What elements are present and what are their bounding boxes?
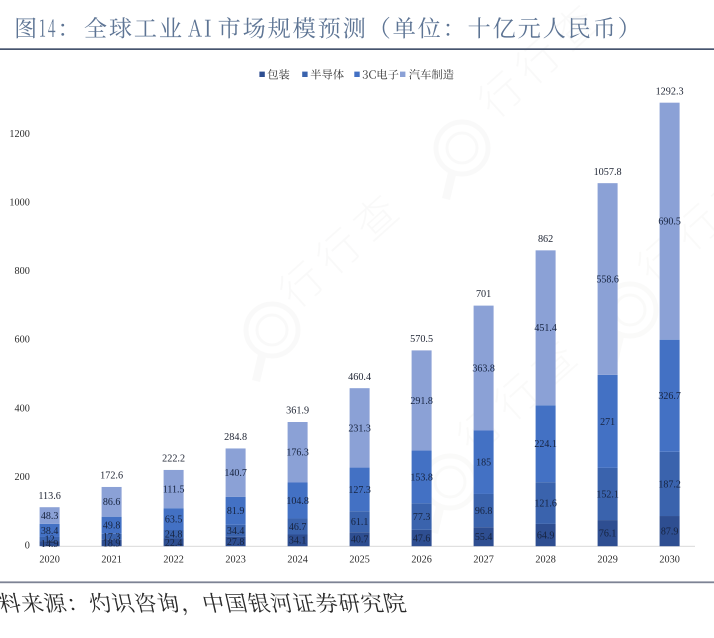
svg-text:47.6: 47.6 — [413, 533, 431, 544]
svg-text:172.6: 172.6 — [100, 471, 123, 482]
svg-text:570.5: 570.5 — [410, 334, 433, 345]
svg-text:400: 400 — [15, 403, 30, 414]
svg-text:222.2: 222.2 — [162, 454, 185, 465]
svg-text:291.8: 291.8 — [410, 396, 433, 407]
svg-text:231.3: 231.3 — [348, 423, 371, 434]
svg-text:113.6: 113.6 — [38, 491, 61, 502]
svg-text:2025: 2025 — [349, 555, 369, 566]
svg-text:81.9: 81.9 — [227, 506, 245, 517]
svg-text:1057.8: 1057.8 — [594, 167, 622, 178]
svg-text:34.1: 34.1 — [289, 536, 307, 547]
svg-text:18.9: 18.9 — [103, 538, 121, 549]
svg-text:690.5: 690.5 — [658, 217, 681, 228]
svg-text:2029: 2029 — [597, 555, 617, 566]
svg-text:34.4: 34.4 — [227, 526, 245, 537]
svg-text:38.4: 38.4 — [41, 526, 59, 537]
svg-text:558.6: 558.6 — [596, 274, 619, 285]
svg-text:111.5: 111.5 — [163, 485, 185, 496]
svg-text:49.8: 49.8 — [103, 521, 121, 532]
svg-text:451.4: 451.4 — [534, 323, 557, 334]
svg-text:2030: 2030 — [659, 555, 679, 566]
svg-text:127.3: 127.3 — [348, 485, 371, 496]
svg-text:2023: 2023 — [225, 555, 245, 566]
svg-text:22.4: 22.4 — [165, 538, 183, 549]
svg-text:17.3: 17.3 — [103, 532, 121, 543]
svg-text:2024: 2024 — [287, 555, 307, 566]
svg-text:27.8: 27.8 — [227, 537, 245, 548]
svg-text:185: 185 — [476, 458, 491, 469]
svg-text:600: 600 — [15, 335, 30, 346]
svg-text:64.9: 64.9 — [537, 531, 555, 542]
svg-text:121.6: 121.6 — [534, 499, 557, 510]
svg-text:152.1: 152.1 — [596, 489, 619, 500]
svg-text:800: 800 — [15, 266, 30, 277]
svg-text:48.3: 48.3 — [41, 511, 59, 522]
svg-text:140.7: 140.7 — [224, 468, 247, 479]
svg-text:63.5: 63.5 — [165, 515, 183, 526]
svg-text:460.4: 460.4 — [348, 372, 371, 383]
svg-text:86.6: 86.6 — [103, 497, 121, 508]
svg-text:701: 701 — [476, 289, 491, 300]
svg-text:104.8: 104.8 — [286, 496, 309, 507]
svg-text:76.1: 76.1 — [599, 529, 617, 540]
svg-text:1000: 1000 — [9, 197, 29, 208]
svg-text:271: 271 — [600, 417, 615, 428]
svg-text:224.1: 224.1 — [534, 439, 557, 450]
svg-text:326.7: 326.7 — [658, 391, 681, 402]
svg-text:1200: 1200 — [9, 129, 29, 140]
svg-text:55.4: 55.4 — [475, 532, 493, 543]
svg-text:2020: 2020 — [39, 555, 59, 566]
svg-text:2021: 2021 — [101, 555, 121, 566]
svg-text:12: 12 — [45, 534, 55, 545]
svg-text:153.8: 153.8 — [410, 472, 433, 483]
svg-text:96.8: 96.8 — [475, 506, 493, 517]
svg-text:61.1: 61.1 — [351, 517, 369, 528]
svg-text:24.8: 24.8 — [165, 530, 183, 541]
svg-text:363.8: 363.8 — [472, 363, 495, 374]
svg-text:176.3: 176.3 — [286, 448, 309, 459]
svg-text:46.7: 46.7 — [289, 522, 307, 533]
svg-text:87.9: 87.9 — [661, 527, 679, 538]
svg-text:14.9: 14.9 — [41, 539, 59, 550]
svg-text:284.8: 284.8 — [224, 432, 247, 443]
svg-text:77.3: 77.3 — [413, 512, 431, 523]
svg-text:187.2: 187.2 — [658, 479, 681, 490]
svg-text:2022: 2022 — [163, 555, 183, 566]
svg-text:2027: 2027 — [473, 555, 493, 566]
svg-text:200: 200 — [15, 472, 30, 483]
svg-text:862: 862 — [538, 234, 553, 245]
svg-text:2028: 2028 — [535, 555, 555, 566]
svg-text:40.7: 40.7 — [351, 535, 369, 546]
svg-text:2026: 2026 — [411, 555, 431, 566]
svg-text:361.9: 361.9 — [286, 406, 309, 417]
svg-text:0: 0 — [25, 541, 30, 552]
svg-text:1292.3: 1292.3 — [656, 86, 684, 97]
